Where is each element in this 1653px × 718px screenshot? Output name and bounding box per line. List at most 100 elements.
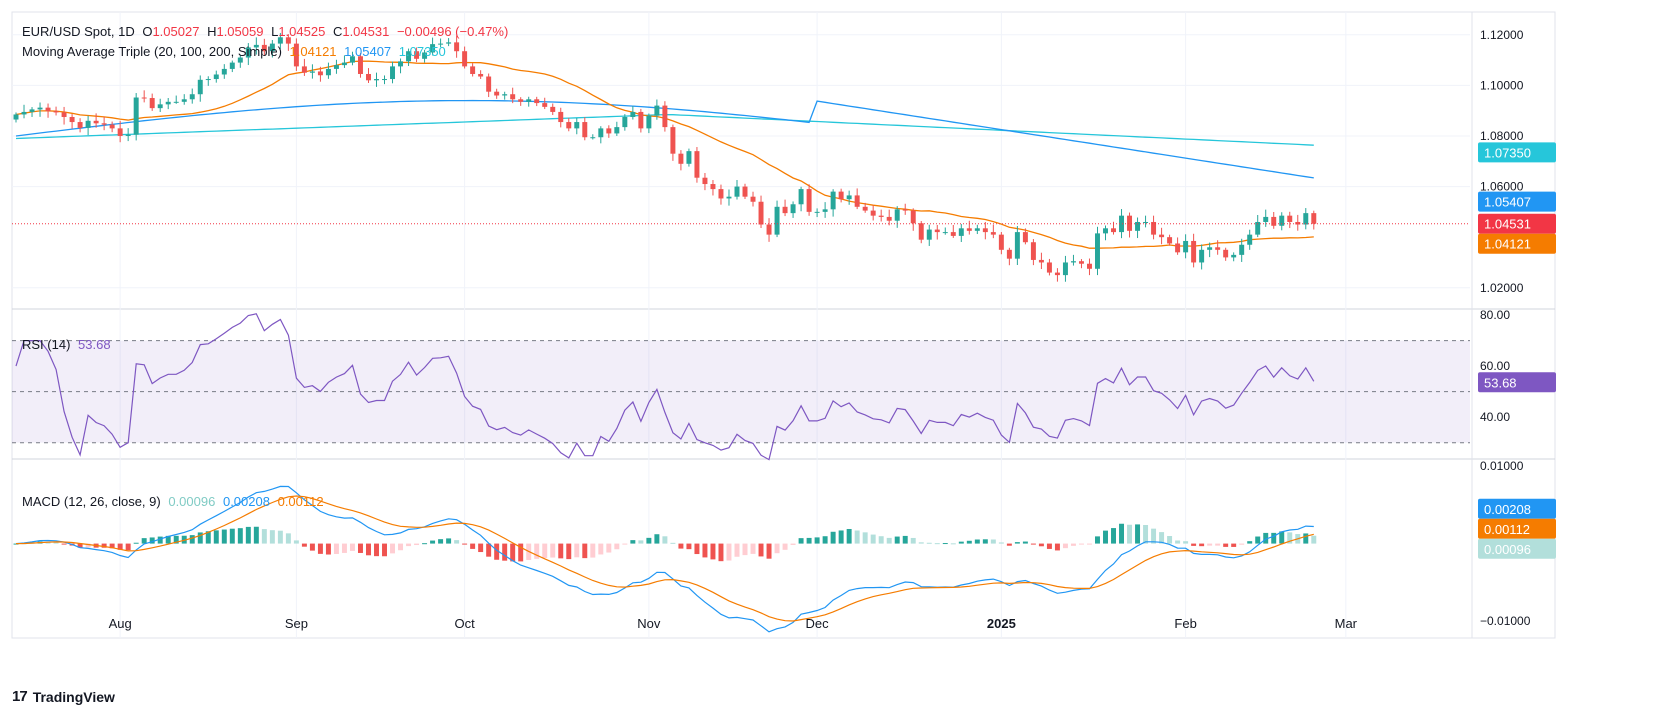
candle-down [862,206,868,211]
macd-hist-bar [678,543,684,549]
macd-hist-bar [718,543,724,562]
candle-up [1303,213,1309,225]
candle-up [798,189,804,205]
macd-hist-bar [1183,541,1189,544]
macd-hist-bar [1086,543,1092,545]
macd-hist-bar [670,542,676,544]
macd-hist-bar [317,543,323,554]
macd-hist-bar [1095,536,1100,544]
macd-hist-bar [1135,524,1141,544]
macd-hist-bar [101,543,107,548]
macd-hist-bar [542,543,548,559]
candle-up [1119,215,1125,233]
macd-hist-bar [1127,524,1133,544]
candle-down [1191,240,1197,263]
ohlc-high: H1.05059 [207,24,264,39]
candle-down [69,116,75,123]
macd-legend: MACD (12, 26, close, 9) 0.00096 0.00208 … [22,494,328,509]
candle-down [293,43,299,67]
candle-down [918,223,924,240]
candle-up [422,52,428,59]
macd-hist-bar [662,536,668,544]
macd-hist-bar [622,543,628,545]
candle-down [470,66,476,74]
macd-hist-bar [966,540,972,544]
candle-down [542,103,548,107]
candle-up [1279,215,1285,226]
candle-down [606,128,612,134]
price-tag-label: 1.05407 [1484,195,1531,210]
macd-hist-bar [846,528,852,544]
candle-up [790,204,796,214]
macd-hist-bar [774,543,780,554]
macd-hist-bar [1231,543,1237,547]
rsi-tick-label: 80.00 [1480,308,1510,322]
candle-down [934,229,940,233]
candle-down [77,122,83,128]
macd-hist-bar [189,535,195,544]
candle-down [1271,216,1277,226]
macd-hist-bar [406,543,412,547]
candle-down [117,128,123,136]
macd-hist-bar [782,543,788,550]
candle-up [349,56,355,63]
macd-hist-bar [726,543,732,561]
macd-hist-bar [534,543,540,559]
candle-down [710,184,716,190]
candle-up [622,116,628,128]
candle-up [974,228,980,231]
price-tag-label: 1.04121 [1484,237,1531,252]
grid [11,11,1556,639]
price-tag-bg [1478,142,1556,163]
macd-hist-bar [1239,543,1245,545]
rsi-line [15,313,1315,461]
candle-up [526,99,532,102]
macd-hist-bar [77,543,83,548]
candle-up [390,66,396,80]
candle-up [229,62,235,69]
macd-hist-bar [390,543,396,554]
macd-hist-bar [1191,543,1197,546]
macd-hist-bar [958,541,964,544]
ma200-value: 1.07350 [398,44,446,59]
macd-hist-bar [974,539,980,544]
candle-down [414,51,420,59]
macd-hist-bar [614,543,620,550]
macd-hist-bar [1006,543,1012,546]
ohlc-low: L1.04525 [271,24,326,39]
macd-hist-bar [934,543,940,545]
candle-up [1014,232,1020,259]
macd-hist-bar [333,543,339,554]
candle-up [1103,228,1108,234]
candle-up [894,209,900,221]
macd-hist-bar [982,539,988,544]
macd-hist-bar [494,543,500,560]
macd-hist-bar [886,537,892,544]
candle-down [806,189,812,212]
macd-hist-bar [822,536,828,544]
macd-hist-bar [1271,532,1277,544]
candle-down [990,232,996,235]
candle-up [205,79,211,81]
candle-up [446,42,452,44]
candle-down [366,73,371,81]
macd-hist-bar [229,528,235,544]
candle-up [1199,249,1205,263]
macd-hist-bar [1279,531,1285,544]
candle-up [277,37,283,44]
macd-hist-bar [125,543,131,551]
macd-hist-bar [1078,543,1084,545]
rsi-tag-label: 53.68 [1484,375,1517,390]
macd-hist-bar [710,543,716,560]
macd-hist-bar [213,530,219,544]
candle-up [654,105,660,116]
tradingview-brand[interactable]: 17 TradingView [12,688,115,705]
macd-tag-bg [1478,518,1556,539]
candle-up [1255,221,1261,235]
candle-down [285,37,291,44]
candle-down [486,76,492,92]
candle-down [678,153,684,164]
candle-down [301,66,307,73]
ma-legend-label: Moving Average Triple (20, 100, 200, Sim… [22,44,282,59]
price-tick-label: 1.06000 [1480,180,1524,194]
